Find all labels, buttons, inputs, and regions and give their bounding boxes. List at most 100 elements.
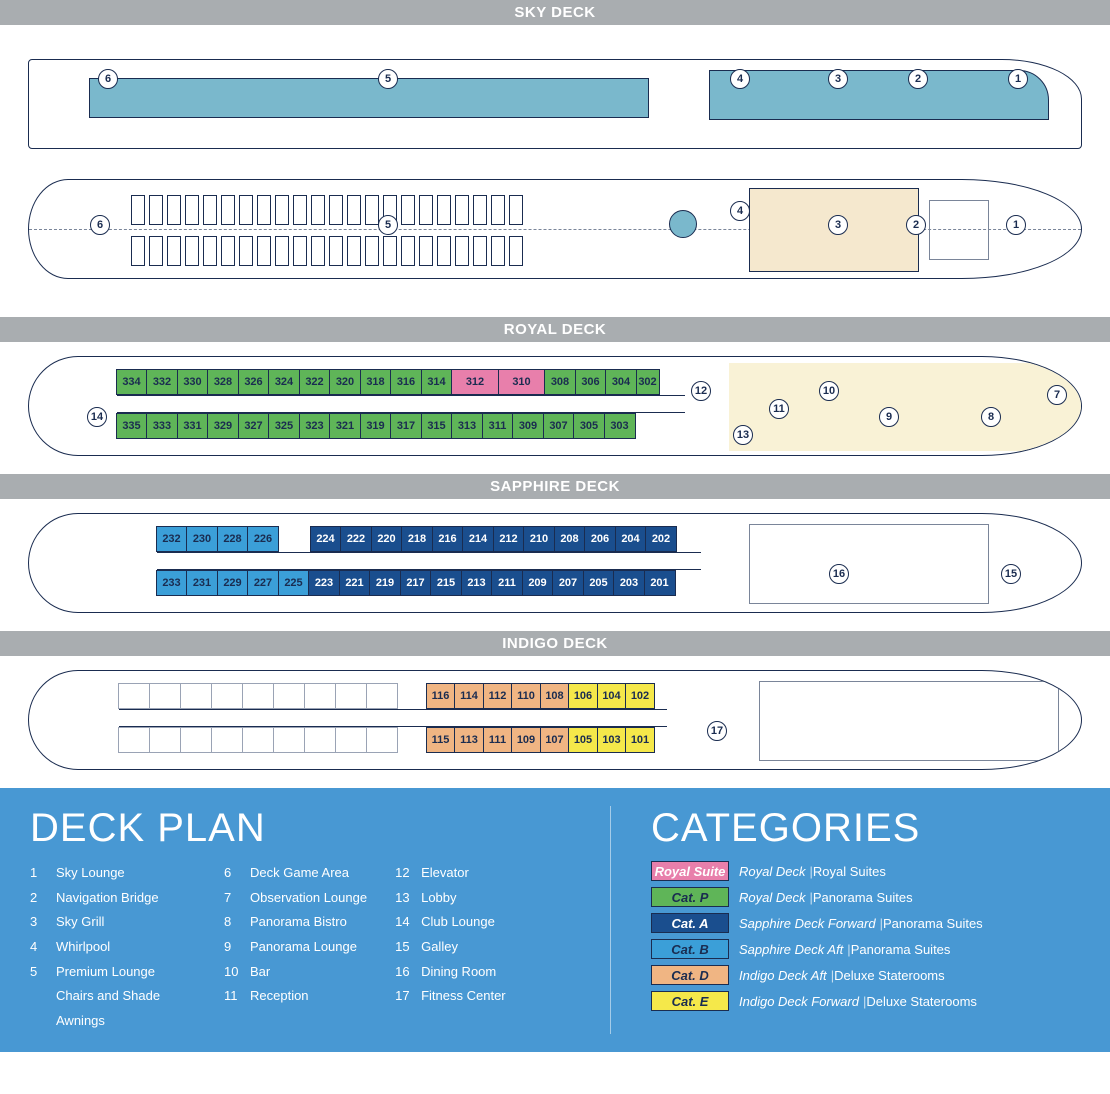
cabin-222: 222: [340, 526, 372, 552]
cabin-324: 324: [268, 369, 300, 395]
cabin-218: 218: [401, 526, 433, 552]
sapphire-deck-body: 2322302282262242222202182162142122102082…: [0, 499, 1110, 631]
cabin-224: 224: [310, 526, 342, 552]
royal-deck-body: 3343323303283263243223203183163143123103…: [0, 342, 1110, 474]
marker-4: 4: [730, 201, 750, 221]
lounger: [203, 236, 217, 266]
lounger: [167, 195, 181, 225]
marker-4: 4: [730, 69, 750, 89]
cabin-202: 202: [645, 526, 677, 552]
navigation-bridge-box: [929, 200, 989, 260]
cabin-212: 212: [493, 526, 525, 552]
indigo-deck-header: INDIGO DECK: [0, 631, 1110, 656]
whirlpool: [669, 210, 697, 238]
cabin-106: 106: [568, 683, 598, 709]
cabin-226: 226: [247, 526, 279, 552]
cabin-318: 318: [360, 369, 392, 395]
lounger: [311, 195, 325, 225]
marker-16: 16: [829, 564, 849, 584]
legend-item: 1Sky Lounge: [30, 861, 196, 886]
sky-deck-body: 123456 123456: [0, 25, 1110, 317]
marker-12: 12: [691, 381, 711, 401]
cabin-331: 331: [177, 413, 209, 439]
cabin-303: 303: [604, 413, 636, 439]
cabin-316: 316: [390, 369, 422, 395]
lounger: [401, 195, 415, 225]
royal-deck-header: ROYAL DECK: [0, 317, 1110, 342]
cabin-104: 104: [597, 683, 627, 709]
legend-column: 1Sky Lounge2Navigation Bridge3Sky Grill4…: [30, 861, 196, 1034]
sapphire-hull: 2322302282262242222202182162142122102082…: [28, 513, 1082, 613]
cabin-228: 228: [217, 526, 249, 552]
lounger: [365, 195, 379, 225]
sapphire-deck-header: SAPPHIRE DECK: [0, 474, 1110, 499]
cabin-304: 304: [605, 369, 637, 395]
cabin-110: 110: [511, 683, 541, 709]
cabin-314: 314: [421, 369, 453, 395]
cabin-327: 327: [238, 413, 270, 439]
cabin-211: 211: [491, 570, 523, 596]
cabin-215: 215: [430, 570, 462, 596]
marker-11: 11: [769, 399, 789, 419]
cabin-326: 326: [238, 369, 270, 395]
marker-7: 7: [1047, 385, 1067, 405]
cabin-315: 315: [421, 413, 453, 439]
lounger: [473, 236, 487, 266]
marker-17: 17: [707, 721, 727, 741]
category-swatch: Royal Suite: [651, 861, 729, 881]
category-swatch: Cat. B: [651, 939, 729, 959]
cabin-210: 210: [523, 526, 555, 552]
lounger: [239, 195, 253, 225]
royal-hull: 3343323303283263243223203183163143123103…: [28, 356, 1082, 456]
cabin-208: 208: [554, 526, 586, 552]
lounger: [239, 236, 253, 266]
cabin-229: 229: [217, 570, 249, 596]
lounger: [257, 236, 271, 266]
category-swatch: Cat. A: [651, 913, 729, 933]
crew-cabin: [304, 683, 336, 709]
lounger: [419, 236, 433, 266]
category-swatch: Cat. P: [651, 887, 729, 907]
cabin-335: 335: [116, 413, 148, 439]
marker-3: 3: [828, 69, 848, 89]
category-row: Cat. DIndigo Deck Aft | Deluxe Stateroom…: [651, 965, 983, 985]
lounger: [509, 195, 523, 225]
crew-cabin: [304, 727, 336, 753]
dining-room-box: [749, 524, 989, 604]
lounger: [185, 236, 199, 266]
marker-10: 10: [819, 381, 839, 401]
crew-cabin: [335, 727, 367, 753]
marker-6: 6: [98, 69, 118, 89]
legend-item: 17Fitness Center: [395, 984, 506, 1009]
cabin-115: 115: [426, 727, 456, 753]
marker-13: 13: [733, 425, 753, 445]
category-row: Cat. BSapphire Deck Aft | Panorama Suite…: [651, 939, 983, 959]
footer-legend: DECK PLAN 1Sky Lounge2Navigation Bridge3…: [0, 788, 1110, 1052]
legend-item: 2Navigation Bridge: [30, 886, 196, 911]
cabin-204: 204: [615, 526, 647, 552]
legend-item: 9Panorama Lounge: [224, 935, 367, 960]
legend-item: 16Dining Room: [395, 960, 506, 985]
cabin-328: 328: [207, 369, 239, 395]
legend-item: 13Lobby: [395, 886, 506, 911]
legend-item: 12Elevator: [395, 861, 506, 886]
cabin-111: 111: [483, 727, 513, 753]
lounger: [275, 236, 289, 266]
crew-cabin: [366, 727, 398, 753]
crew-cabin: [180, 727, 212, 753]
cabin-219: 219: [369, 570, 401, 596]
legend-item: 3Sky Grill: [30, 910, 196, 935]
cabin-114: 114: [454, 683, 484, 709]
cabin-101: 101: [625, 727, 655, 753]
lounger: [437, 236, 451, 266]
crew-engine-area: [759, 681, 1059, 761]
category-swatch: Cat. E: [651, 991, 729, 1011]
marker-5: 5: [378, 215, 398, 235]
lounger: [347, 236, 361, 266]
categories-legend: CATEGORIES Royal SuiteRoyal Deck | Royal…: [610, 806, 983, 1034]
marker-5: 5: [378, 69, 398, 89]
cabin-320: 320: [329, 369, 361, 395]
lounger: [221, 236, 235, 266]
cabin-223: 223: [308, 570, 340, 596]
deck-plan-legend: DECK PLAN 1Sky Lounge2Navigation Bridge3…: [30, 806, 590, 1034]
